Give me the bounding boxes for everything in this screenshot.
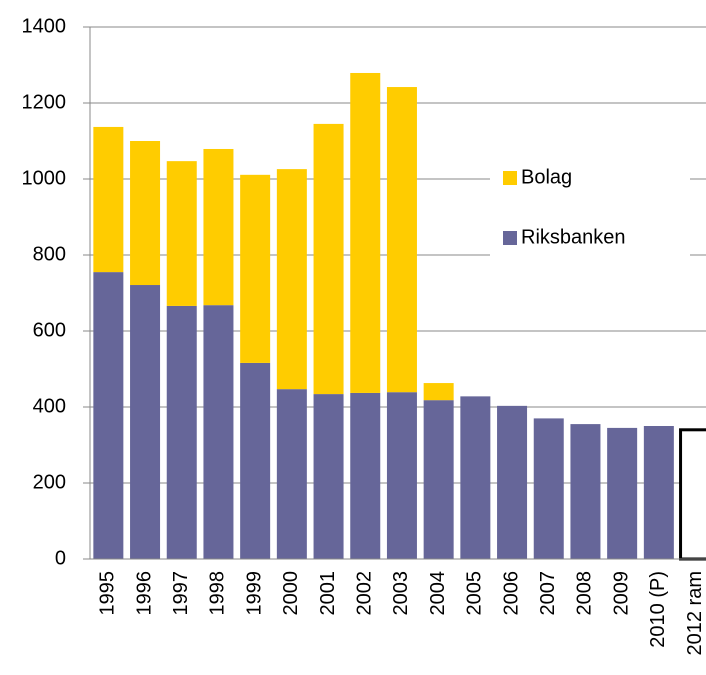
x-tick-label: 2004: [427, 571, 449, 616]
bar: [240, 362, 271, 559]
bar: [130, 285, 161, 559]
legend-box: [490, 150, 690, 260]
bar: [386, 87, 417, 393]
bar: [203, 305, 234, 559]
x-tick-label: 2001: [317, 571, 339, 616]
bar: [643, 426, 674, 559]
x-tick-label: 2006: [500, 571, 522, 616]
bar: [350, 392, 381, 559]
bar: [386, 392, 417, 559]
x-tick-label: 2012 ram: [684, 571, 706, 656]
bar: [313, 123, 344, 395]
y-tick-label: 1000: [22, 167, 67, 189]
x-tick-label: 2009: [610, 571, 632, 616]
x-tick-label: 2008: [574, 571, 596, 616]
x-tick-label: 2010 (P): [647, 571, 669, 648]
bar: [533, 418, 564, 559]
bar: [313, 394, 344, 559]
bar: [276, 169, 307, 390]
y-tick-label: 1200: [22, 91, 67, 113]
y-tick-label: 400: [33, 395, 66, 417]
bar: [93, 126, 124, 273]
bar: [240, 174, 271, 363]
bar: [460, 396, 491, 559]
legend-label: Bolag: [521, 166, 572, 188]
x-tick-label: 1998: [207, 571, 229, 616]
x-tick-label: 2007: [537, 571, 559, 616]
x-tick-label: 2003: [390, 571, 412, 616]
bar: [607, 427, 638, 559]
bar: [166, 305, 197, 559]
bar: [423, 383, 454, 401]
bar: [350, 72, 381, 393]
bar: [203, 148, 234, 306]
x-tick-label: 2000: [280, 571, 302, 616]
y-tick-label: 600: [33, 319, 66, 341]
bar: [423, 400, 454, 559]
x-tick-label: 1999: [243, 571, 265, 616]
y-tick-label: 200: [33, 471, 66, 493]
x-tick-label: 1996: [133, 571, 155, 616]
x-tick-label: 2002: [354, 571, 376, 616]
bar: [276, 389, 307, 559]
x-tick-label: 2005: [464, 571, 486, 616]
bar: [679, 428, 706, 561]
legend-swatch: [503, 171, 517, 185]
y-tick-label: 0: [55, 547, 66, 569]
legend-swatch: [503, 231, 517, 245]
bar: [130, 141, 161, 286]
bar: [93, 272, 124, 559]
y-tick-label: 1400: [22, 15, 67, 37]
legend-label: Riksbanken: [521, 226, 626, 248]
y-tick-label: 800: [33, 243, 66, 265]
bar: [166, 161, 197, 306]
bar: [497, 405, 528, 559]
bar: [570, 424, 601, 559]
x-tick-label: 1997: [170, 571, 192, 616]
x-tick-label: 1995: [97, 571, 119, 616]
